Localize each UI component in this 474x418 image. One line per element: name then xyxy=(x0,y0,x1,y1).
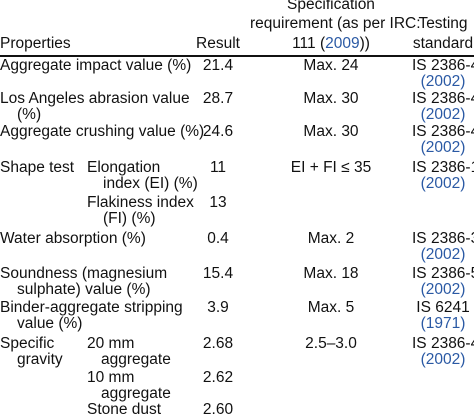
subproperty-cell: Stone dust xyxy=(87,401,162,418)
subproperty-cell-line2: index (EI) (%) xyxy=(103,175,198,192)
subproperty-cell: Flakiness index xyxy=(87,194,194,211)
result-cell: 3.9 xyxy=(207,299,229,316)
result-cell: 13 xyxy=(209,194,227,211)
result-cell: 15.4 xyxy=(202,265,234,282)
standard-year-link[interactable]: (2002) xyxy=(420,281,466,298)
spec-cell: Max. 2 xyxy=(307,230,355,247)
property-cell-line2: (%) xyxy=(17,106,42,123)
result-cell: 2.62 xyxy=(202,369,234,386)
subproperty-cell: 10 mm xyxy=(87,369,135,386)
spec-year-link[interactable]: 2009 xyxy=(325,35,360,52)
result-cell: 24.6 xyxy=(202,123,234,140)
subproperty-cell: 20 mm xyxy=(87,335,135,352)
header-spec-line3-prefix: 111 ( xyxy=(292,35,326,52)
standard-cell: IS 2386-4 xyxy=(412,90,474,107)
header-spec-line1: Specification xyxy=(287,0,375,13)
result-cell: 21.4 xyxy=(202,57,234,74)
header-properties: Properties xyxy=(0,35,71,52)
result-cell: 2.68 xyxy=(202,335,234,352)
spec-cell: EI + FI ≤ 35 xyxy=(290,159,372,176)
result-cell: 11 xyxy=(209,159,227,176)
standard-year-link[interactable]: (2002) xyxy=(420,139,466,156)
standard-year-link[interactable]: (2002) xyxy=(420,73,466,90)
result-cell: 28.7 xyxy=(202,90,234,107)
subproperty-cell-line2: (FI) (%) xyxy=(103,210,156,227)
property-cell-line2: value (%) xyxy=(17,315,83,332)
subproperty-cell-line2: aggregate xyxy=(101,351,171,368)
header-spec-line2: requirement (as per IRC: xyxy=(250,15,421,32)
spec-cell: Max. 18 xyxy=(303,265,359,282)
property-cell: Shape test xyxy=(0,159,75,176)
standard-year-link[interactable]: (2002) xyxy=(420,106,466,123)
standard-cell: IS 2386-3 xyxy=(412,230,474,247)
property-cell: Soundness (magnesium xyxy=(0,265,168,282)
property-cell: Aggregate crushing value (%) xyxy=(0,123,205,140)
standard-cell: IS 6241 xyxy=(416,299,470,316)
spec-cell: Max. 5 xyxy=(307,299,355,316)
standard-year-link[interactable]: (1971) xyxy=(420,315,466,332)
standard-cell: IS 2386-4 xyxy=(412,335,474,352)
standard-cell: IS 2386-4 xyxy=(412,57,474,74)
property-cell: Water absorption (%) xyxy=(0,230,146,247)
header-testing: Testing xyxy=(418,15,468,32)
property-cell: Specific xyxy=(0,335,55,352)
header-result: Result xyxy=(196,35,240,52)
standard-year-link[interactable]: (2002) xyxy=(420,175,466,192)
header-spec-line3: 111 (2009)) xyxy=(250,36,412,52)
standard-year-link[interactable]: (2002) xyxy=(420,246,466,263)
standard-cell: IS 2386-4 xyxy=(412,123,474,140)
subproperty-cell-line2: aggregate xyxy=(101,385,171,402)
result-cell: 0.4 xyxy=(207,230,229,247)
standard-year-link[interactable]: (2002) xyxy=(420,351,466,368)
spec-cell: Max. 24 xyxy=(303,57,359,74)
spec-cell: Max. 30 xyxy=(303,123,359,140)
property-cell-line2: gravity xyxy=(17,351,63,368)
spec-cell: 2.5–3.0 xyxy=(305,335,357,352)
property-cell: Binder-aggregate stripping xyxy=(0,299,183,316)
result-cell: 2.60 xyxy=(202,401,234,418)
header-rule xyxy=(0,55,474,57)
standard-cell: IS 2386-5 xyxy=(412,265,474,282)
property-cell: Aggregate impact value (%) xyxy=(0,57,192,74)
subproperty-cell: Elongation xyxy=(87,159,161,176)
spec-cell: Max. 30 xyxy=(303,90,359,107)
header-standard: standard xyxy=(412,35,474,52)
header-spec-line3-suffix: )) xyxy=(359,35,370,52)
property-cell: Los Angeles abrasion value xyxy=(0,90,190,107)
property-cell-line2: sulphate) value (%) xyxy=(17,281,151,298)
standard-cell: IS 2386-1 xyxy=(412,159,474,176)
